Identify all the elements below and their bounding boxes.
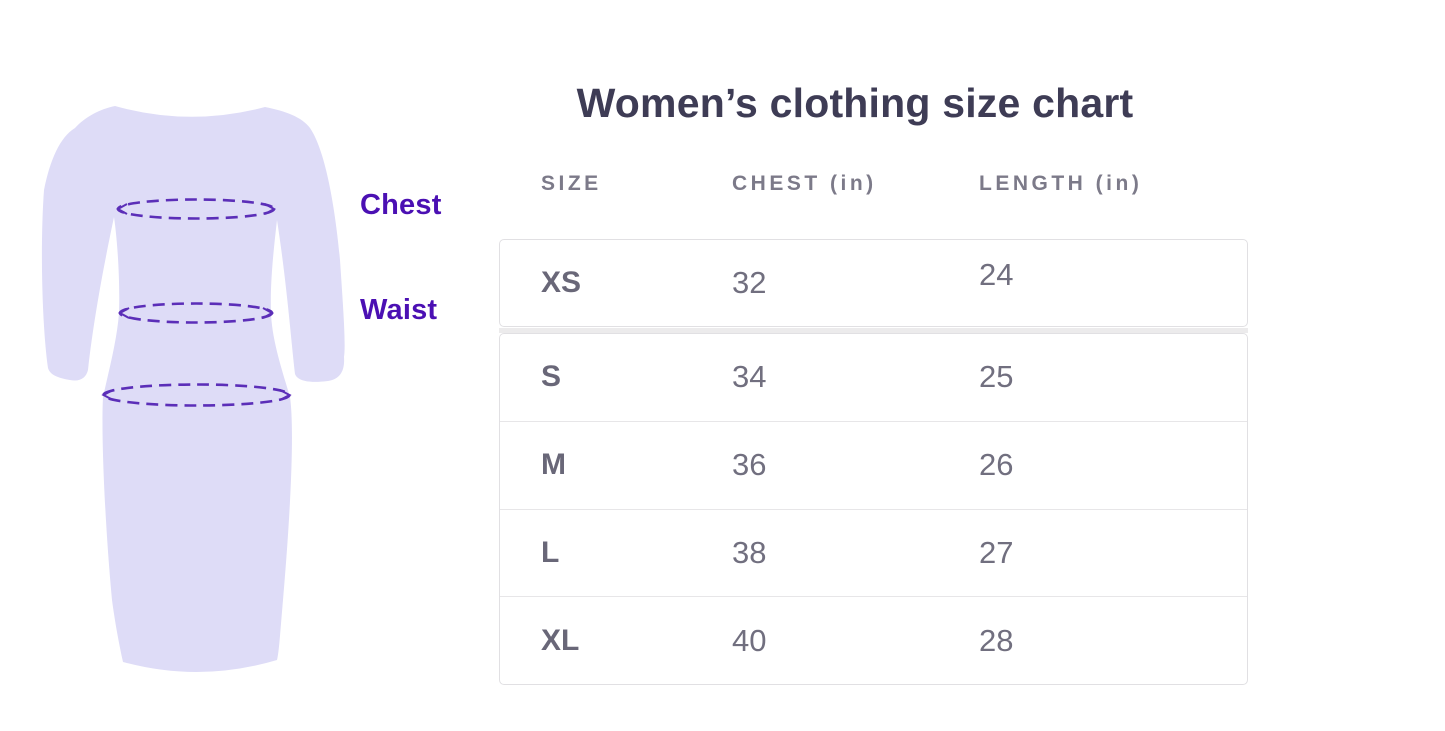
chest-label: Chest — [360, 189, 442, 221]
dress-silhouette-icon — [41, 106, 345, 673]
hip-line-left-arrow — [101, 389, 114, 401]
size-cell: XS — [541, 266, 582, 299]
chest-line-right-arrow — [264, 203, 277, 215]
size-cell: XL — [541, 623, 580, 657]
chest-cell: 34 — [732, 359, 767, 395]
page-title: Women’s clothing size chart — [576, 80, 1134, 126]
card-gap-divider — [499, 328, 1248, 333]
chest-cell: 32 — [732, 265, 767, 300]
column-header-length: LENGTH (in) — [979, 172, 1143, 195]
column-header-chest: CHEST (in) — [732, 172, 877, 195]
dress-body-shape — [41, 106, 345, 673]
table-row: XL 40 28 — [500, 596, 1247, 684]
length-cell: 24 — [979, 257, 1014, 292]
waist-line-left-arrow — [117, 307, 130, 319]
size-cell: L — [541, 535, 560, 569]
column-header-size: SIZE — [541, 172, 602, 195]
chest-cell: 40 — [732, 622, 767, 658]
waist-line-right-arrow — [262, 307, 275, 319]
size-row-card-xs: XS 32 24 — [499, 239, 1248, 327]
size-cell: M — [541, 448, 566, 482]
table-header-row: SIZE CHEST (in) LENGTH (in) — [500, 171, 1248, 197]
chest-cell: 38 — [732, 534, 767, 570]
table-row: L 38 27 — [500, 508, 1247, 597]
hip-line-right-arrow — [279, 389, 292, 401]
table-row: S 34 25 — [500, 334, 1247, 421]
chest-cell: 36 — [732, 447, 767, 483]
chest-line-left-arrow — [115, 203, 128, 215]
table-row: XS 32 24 — [500, 240, 1247, 326]
size-rows-card: S 34 25 M 36 26 L 38 27 XL 40 28 — [499, 333, 1248, 685]
size-cell: S — [541, 360, 562, 394]
table-row: M 36 26 — [500, 420, 1247, 509]
length-cell: 26 — [979, 447, 1014, 483]
waist-label: Waist — [360, 294, 438, 326]
length-cell: 27 — [979, 534, 1014, 570]
length-cell: 28 — [979, 622, 1014, 658]
length-cell: 25 — [979, 359, 1014, 395]
